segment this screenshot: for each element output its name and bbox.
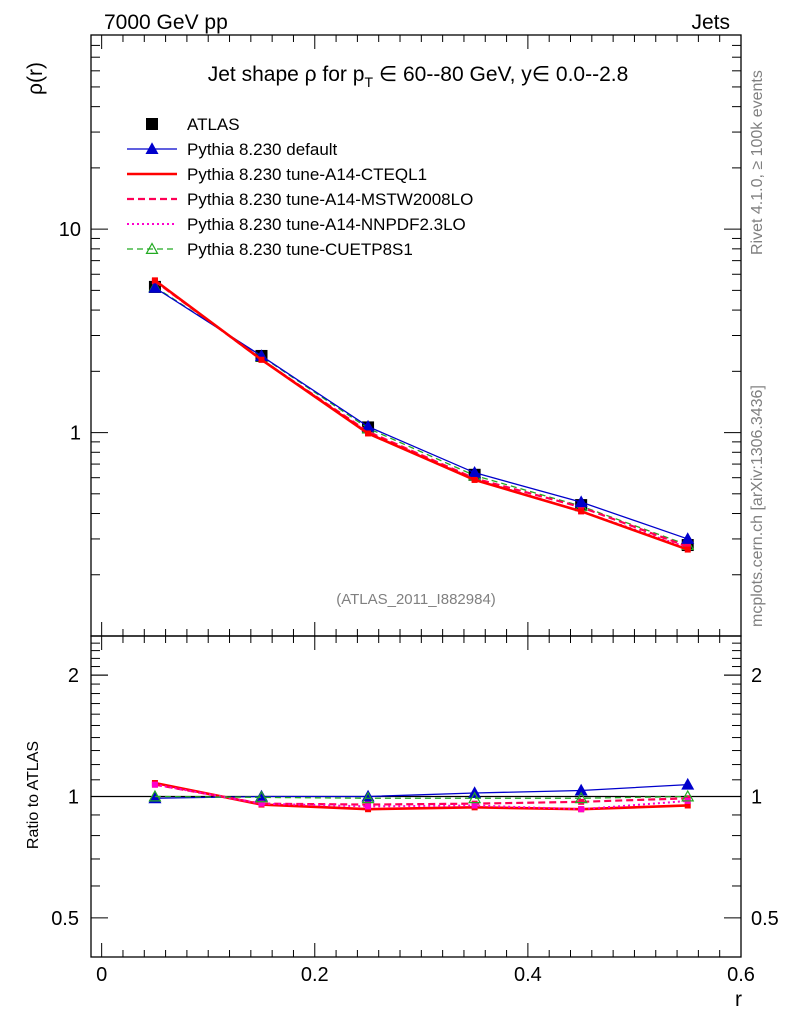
main-series-line bbox=[154, 280, 689, 548]
legend-label: Pythia 8.230 tune-A14-NNPDF2.3LO bbox=[187, 215, 466, 234]
ratio-series-marker bbox=[574, 791, 588, 804]
legend-label: Pythia 8.230 tune-CUETP8S1 bbox=[187, 240, 413, 259]
ratio-ylabel: Ratio to ATLAS bbox=[25, 741, 42, 849]
chart-title-suffix: ∈ 60--80 GeV, y∈ 0.0--2.8 bbox=[373, 63, 628, 86]
header-left: 7000 GeV pp bbox=[104, 11, 228, 34]
ratio-ytick-label-right: 2 bbox=[751, 665, 762, 687]
ratio-series-marker bbox=[361, 791, 375, 804]
ratio-series-marker bbox=[365, 803, 372, 810]
legend-marker bbox=[146, 118, 158, 130]
main-series-marker bbox=[684, 546, 691, 553]
main-series-line bbox=[154, 286, 688, 546]
main-series-marker bbox=[574, 495, 588, 508]
legend-marker bbox=[145, 142, 159, 154]
ratio-ytick-label-right: 1 bbox=[751, 787, 762, 809]
ratio-series-marker bbox=[258, 800, 265, 807]
ratio-series-marker bbox=[681, 777, 695, 790]
ratio-series-line bbox=[154, 783, 688, 799]
ratio-series-marker bbox=[468, 791, 482, 804]
main-series-marker bbox=[258, 356, 265, 363]
ratio-xtick-label: 0.2 bbox=[301, 964, 329, 986]
ratio-series-marker bbox=[151, 781, 158, 788]
legend-label: Pythia 8.230 default bbox=[187, 140, 338, 159]
ratio-series-marker bbox=[148, 791, 162, 804]
analysis-watermark: (ATLAS_2011_I882984) bbox=[336, 591, 496, 608]
ratio-series-marker bbox=[148, 789, 162, 802]
chart-title-prefix: Jet shape ρ for p bbox=[208, 63, 365, 86]
legend-label: ATLAS bbox=[187, 115, 240, 134]
ratio-series-marker bbox=[578, 798, 585, 805]
main-ytick-label: 10 bbox=[59, 219, 81, 241]
main-series-marker bbox=[681, 532, 695, 544]
main-series-line bbox=[154, 287, 688, 540]
main-ytick-label: 1 bbox=[70, 423, 81, 445]
ratio-ytick-label-left: 0.5 bbox=[51, 908, 79, 930]
main-series-marker bbox=[471, 476, 478, 483]
ratio-series-marker bbox=[578, 806, 585, 813]
ratio-ytick-label-left: 1 bbox=[68, 787, 79, 809]
header-right: Jets bbox=[691, 11, 730, 34]
ratio-xtick-label: 0.4 bbox=[514, 964, 542, 986]
main-series-marker bbox=[578, 508, 585, 515]
ratio-series-marker bbox=[574, 783, 588, 796]
legend-marker bbox=[145, 242, 159, 254]
legend-label: Pythia 8.230 tune-A14-MSTW2008LO bbox=[187, 190, 473, 209]
ratio-ytick-label-right: 0.5 bbox=[751, 908, 779, 930]
ratio-series-marker bbox=[254, 790, 269, 803]
chart-marks: 1 10 0 0.2 0.4 0.6 0.5 0.5 1 1 2 2 ATLAS Pythia 8.230… bbox=[51, 34, 779, 986]
main-series-line bbox=[154, 279, 689, 551]
x-axis-label: r bbox=[735, 988, 742, 1011]
legend-label: Pythia 8.230 tune-A14-CTEQL1 bbox=[187, 165, 427, 184]
rivet-label: Rivet 4.1.0, ≥ 100k events bbox=[749, 70, 766, 255]
ratio-xtick-label: 0 bbox=[96, 964, 107, 986]
main-series-marker bbox=[365, 430, 372, 437]
ratio-xtick-label: 0.6 bbox=[727, 964, 755, 986]
main-ylabel: ρ(r) bbox=[24, 62, 47, 95]
main-series-marker bbox=[148, 281, 162, 293]
chart-title-subscript: T bbox=[364, 74, 373, 90]
chart-title: Jet shape ρ for pT ∈ 60--80 GeV, y∈ 0.0-… bbox=[208, 63, 629, 90]
main-series-line bbox=[154, 280, 689, 549]
ratio-series-line bbox=[154, 783, 688, 811]
ratio-series-marker bbox=[471, 802, 478, 809]
ratio-ytick-label-left: 2 bbox=[68, 665, 79, 687]
ratio-series-marker bbox=[681, 789, 695, 802]
ratio-series-line bbox=[154, 795, 688, 799]
mcplots-label: mcplots.cern.ch [arXiv:1306.3436] bbox=[749, 385, 766, 627]
ratio-series-marker bbox=[684, 802, 691, 809]
main-series-marker bbox=[151, 277, 158, 284]
